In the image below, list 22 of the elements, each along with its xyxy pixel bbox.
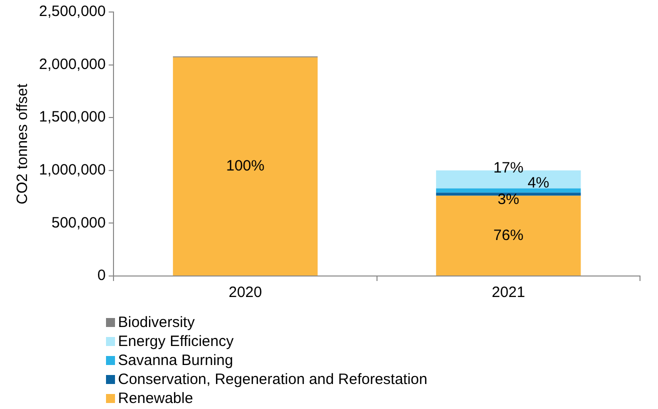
annotation: 100% (226, 158, 264, 175)
legend-label: Renewable (118, 390, 194, 407)
annotation: 76% (493, 226, 524, 244)
y-axis-title: CO2 tonnes offset (14, 82, 32, 204)
annotation: 3% (498, 191, 520, 208)
annotation: 17% (493, 159, 524, 176)
legend-label: Biodiversity (118, 314, 195, 331)
y-tick-label: 0 (97, 267, 106, 284)
legend-label: Energy Efficiency (118, 333, 234, 350)
legend-label: Conservation, Regeneration and Reforestation (118, 371, 428, 388)
x-tick-label: 2020 (228, 284, 262, 302)
bar (172, 57, 318, 276)
y-tick-label: 2,000,000 (38, 56, 106, 73)
y-tick-label: 2,500,000 (38, 3, 106, 20)
bar (436, 196, 581, 276)
y-tick-label: 500,000 (51, 214, 106, 232)
y-tick-label: 1,000,000 (38, 162, 106, 179)
x-tick-label: 2021 (492, 284, 526, 302)
bar (436, 188, 581, 193)
annotation: 4% (528, 174, 550, 192)
legend-label: Savanna Burning (118, 352, 234, 369)
y-tick-label: 1,500,000 (38, 108, 106, 126)
